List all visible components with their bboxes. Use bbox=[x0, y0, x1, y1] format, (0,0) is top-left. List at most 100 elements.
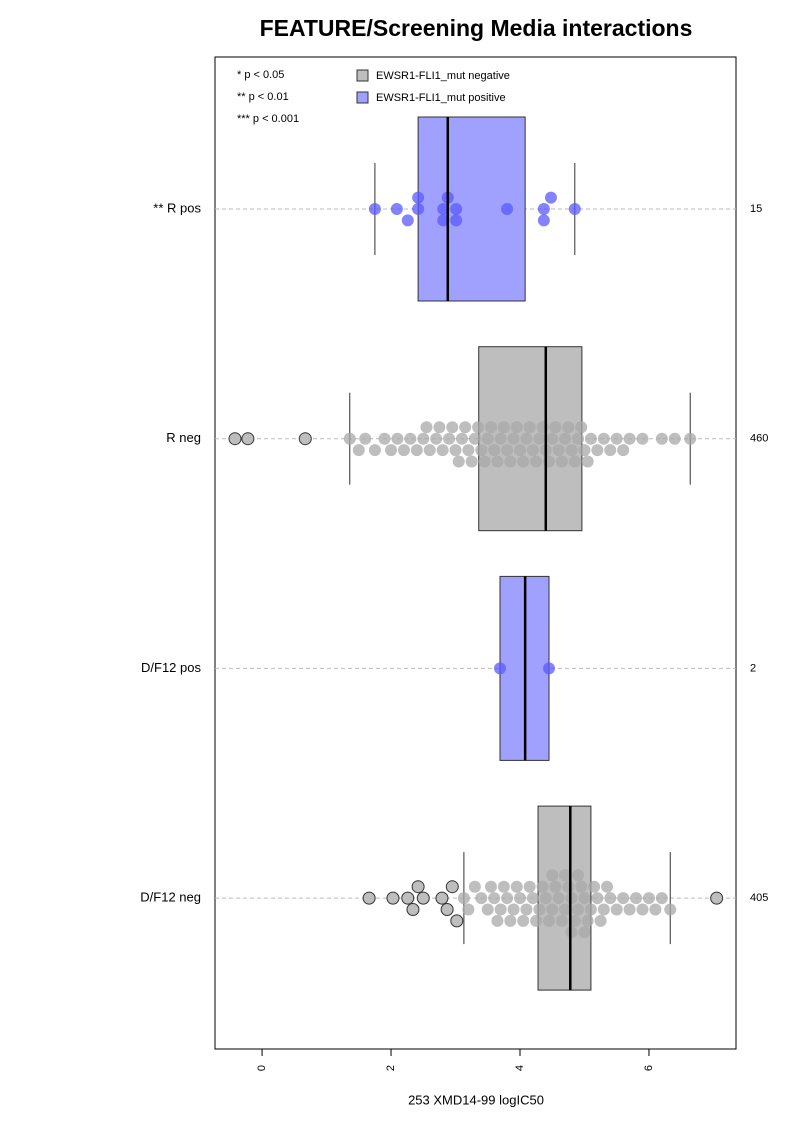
data-point bbox=[584, 432, 597, 445]
annotation: * p < 0.05 bbox=[237, 69, 284, 81]
x-axis-label: 253 XMD14-99 logIC50 bbox=[408, 1092, 544, 1107]
data-point bbox=[533, 903, 546, 916]
data-point bbox=[423, 444, 436, 457]
data-point bbox=[655, 432, 668, 445]
data-point bbox=[391, 432, 404, 445]
data-point bbox=[562, 880, 575, 893]
data-point bbox=[649, 903, 662, 916]
data-point bbox=[543, 662, 556, 675]
data-point bbox=[537, 203, 550, 215]
outlier bbox=[440, 903, 454, 916]
category-label: R neg bbox=[166, 430, 201, 445]
data-point bbox=[572, 869, 585, 882]
data-point bbox=[565, 926, 578, 939]
data-point bbox=[575, 880, 588, 893]
data-point bbox=[537, 214, 550, 227]
data-point bbox=[410, 444, 423, 457]
data-point bbox=[497, 880, 510, 893]
data-point bbox=[397, 444, 410, 457]
data-point bbox=[565, 892, 578, 905]
data-point bbox=[488, 892, 501, 905]
data-point bbox=[623, 432, 636, 445]
data-point bbox=[642, 892, 655, 905]
data-point bbox=[452, 455, 465, 468]
data-point bbox=[568, 914, 581, 927]
category-label: D/F12 neg bbox=[140, 890, 201, 905]
data-point bbox=[543, 914, 556, 927]
data-point bbox=[501, 444, 514, 457]
legend-label: EWSR1-FLI1_mut negative bbox=[376, 70, 510, 82]
data-point bbox=[555, 914, 568, 927]
data-point bbox=[581, 455, 594, 468]
data-point bbox=[546, 903, 559, 916]
outlier bbox=[362, 891, 376, 905]
data-point bbox=[433, 421, 446, 434]
data-point bbox=[412, 191, 425, 204]
data-point bbox=[520, 903, 533, 916]
data-point bbox=[523, 421, 536, 434]
count-label: 15 bbox=[750, 203, 762, 215]
outlier bbox=[411, 880, 425, 894]
x-tick-label: 0 bbox=[256, 1065, 268, 1071]
data-point bbox=[437, 214, 450, 227]
data-point bbox=[559, 869, 572, 882]
outlier bbox=[406, 903, 420, 916]
legend-swatch bbox=[356, 69, 369, 82]
data-point bbox=[443, 432, 456, 445]
data-point bbox=[523, 880, 536, 893]
data-point bbox=[404, 432, 417, 445]
outlier bbox=[401, 891, 415, 905]
data-point bbox=[539, 892, 552, 905]
data-point bbox=[359, 432, 372, 445]
data-point bbox=[578, 444, 591, 457]
data-point bbox=[544, 191, 557, 204]
data-point bbox=[517, 455, 530, 468]
data-point bbox=[578, 892, 591, 905]
data-point bbox=[562, 421, 575, 434]
data-point bbox=[478, 455, 491, 468]
data-point bbox=[520, 432, 533, 445]
data-point bbox=[484, 880, 497, 893]
data-point bbox=[517, 914, 530, 927]
data-point bbox=[549, 880, 562, 893]
data-point bbox=[655, 892, 668, 905]
data-point bbox=[610, 432, 623, 445]
category-label: ** R pos bbox=[153, 200, 201, 215]
data-point bbox=[578, 926, 591, 939]
outlier bbox=[241, 432, 255, 446]
data-point bbox=[401, 214, 414, 227]
data-point bbox=[501, 892, 514, 905]
legend-label: EWSR1-FLI1_mut positive bbox=[376, 92, 506, 104]
x-tick-label: 2 bbox=[385, 1065, 397, 1071]
data-point bbox=[475, 892, 488, 905]
outlier bbox=[228, 432, 242, 446]
data-point bbox=[549, 421, 562, 434]
outlier bbox=[416, 891, 430, 905]
data-point bbox=[491, 914, 504, 927]
data-point bbox=[513, 444, 526, 457]
data-point bbox=[526, 444, 539, 457]
data-point bbox=[472, 421, 485, 434]
data-point bbox=[568, 203, 581, 215]
data-point bbox=[565, 444, 578, 457]
data-point bbox=[504, 914, 517, 927]
data-point bbox=[436, 444, 449, 457]
category-label: D/F12 pos bbox=[141, 660, 201, 675]
data-point bbox=[507, 432, 520, 445]
data-point bbox=[664, 903, 677, 916]
data-point bbox=[488, 444, 501, 457]
data-point bbox=[581, 914, 594, 927]
data-point bbox=[457, 892, 470, 905]
outlier bbox=[298, 432, 312, 446]
data-point bbox=[597, 432, 610, 445]
data-point bbox=[572, 903, 585, 916]
data-point bbox=[378, 432, 391, 445]
data-point bbox=[368, 203, 381, 215]
data-point bbox=[630, 892, 643, 905]
data-point bbox=[462, 903, 475, 916]
data-point bbox=[591, 892, 604, 905]
data-point bbox=[536, 880, 549, 893]
data-point bbox=[636, 903, 649, 916]
x-tick-label: 4 bbox=[514, 1065, 526, 1071]
data-point bbox=[546, 432, 559, 445]
